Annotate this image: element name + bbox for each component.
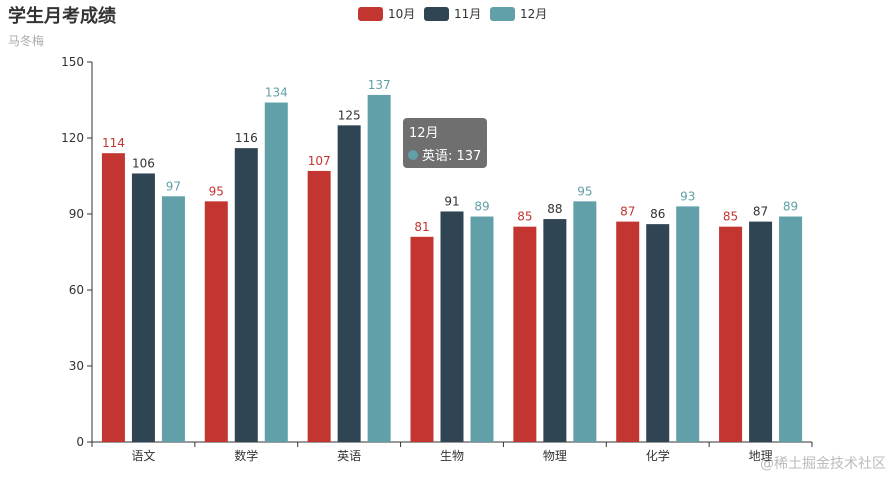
legend-swatch [358,7,383,21]
bar[interactable] [676,206,700,442]
bar[interactable] [367,94,391,442]
tooltip-title: 12月 [409,126,439,141]
legend-item[interactable]: 10月 [358,7,415,21]
bar[interactable] [779,216,803,442]
x-tick-label: 语文 [131,448,155,463]
data-label: 87 [620,205,635,219]
watermark: @稀土掘金技术社区 [760,456,886,472]
bar[interactable] [161,196,185,442]
y-tick-label: 60 [69,283,84,297]
bar[interactable] [234,148,258,442]
data-label: 81 [414,220,429,234]
data-label: 93 [680,189,695,203]
bars [101,94,803,443]
data-label: 89 [474,200,489,214]
y-tick-label: 30 [69,359,84,373]
legend-swatch [490,7,515,21]
data-label: 86 [650,207,665,221]
bar[interactable] [646,224,670,442]
data-label: 85 [517,210,532,224]
chart-subtitle: 马冬梅 [8,33,44,48]
chart-title: 学生月考成绩 [8,5,116,27]
bar[interactable] [470,216,494,442]
tooltip-marker [408,150,418,160]
bar[interactable] [204,201,228,442]
bar[interactable] [440,211,464,442]
data-labels: 114 95 107 81 85 87 85 106 116 125 91 88 86 87 97 134 13… [102,78,798,234]
bar[interactable] [616,221,640,442]
data-label: 106 [132,156,155,170]
data-label: 95 [209,184,224,198]
bar[interactable] [307,170,331,442]
data-label: 88 [547,202,562,216]
x-tick-label: 物理 [543,449,567,463]
x-tick-label: 英语 [337,449,361,463]
data-label: 125 [338,108,361,122]
bar[interactable] [573,201,597,442]
x-tick-label: 地理 [749,449,773,463]
data-label: 134 [265,86,288,100]
bar[interactable] [749,221,773,442]
bar[interactable] [337,125,361,442]
data-label: 116 [235,131,258,145]
legend-item[interactable]: 12月 [490,7,547,21]
bar[interactable] [264,102,288,443]
bar[interactable] [101,153,125,442]
data-label: 137 [368,78,391,92]
x-tick-label: 数学 [234,448,258,463]
data-label: 95 [577,184,592,198]
bar[interactable] [543,219,567,442]
legend[interactable]: 10月 11月 12月 [358,7,547,21]
data-label: 107 [308,154,331,168]
y-tick-label: 90 [69,207,84,221]
legend-label: 10月 [388,7,415,21]
tooltip-box [403,118,487,168]
bar[interactable] [719,226,743,442]
data-label: 114 [102,136,125,150]
legend-label: 12月 [520,7,547,21]
data-label: 87 [753,205,768,219]
data-label: 85 [723,210,738,224]
bar[interactable] [513,226,537,442]
bar[interactable] [410,236,434,442]
data-label: 89 [783,200,798,214]
legend-swatch [424,7,449,21]
y-tick-label: 150 [61,55,84,69]
legend-label: 11月 [454,7,481,21]
x-tick-label: 化学 [646,448,670,463]
legend-item[interactable]: 11月 [424,7,481,21]
bar[interactable] [131,173,155,442]
x-tick-label: 生物 [440,449,464,463]
data-label: 91 [444,194,459,208]
y-tick-label: 120 [61,131,84,145]
tooltip-text: 英语: 137 [422,149,481,164]
y-tick-label: 0 [76,435,84,449]
data-label: 97 [166,179,181,193]
